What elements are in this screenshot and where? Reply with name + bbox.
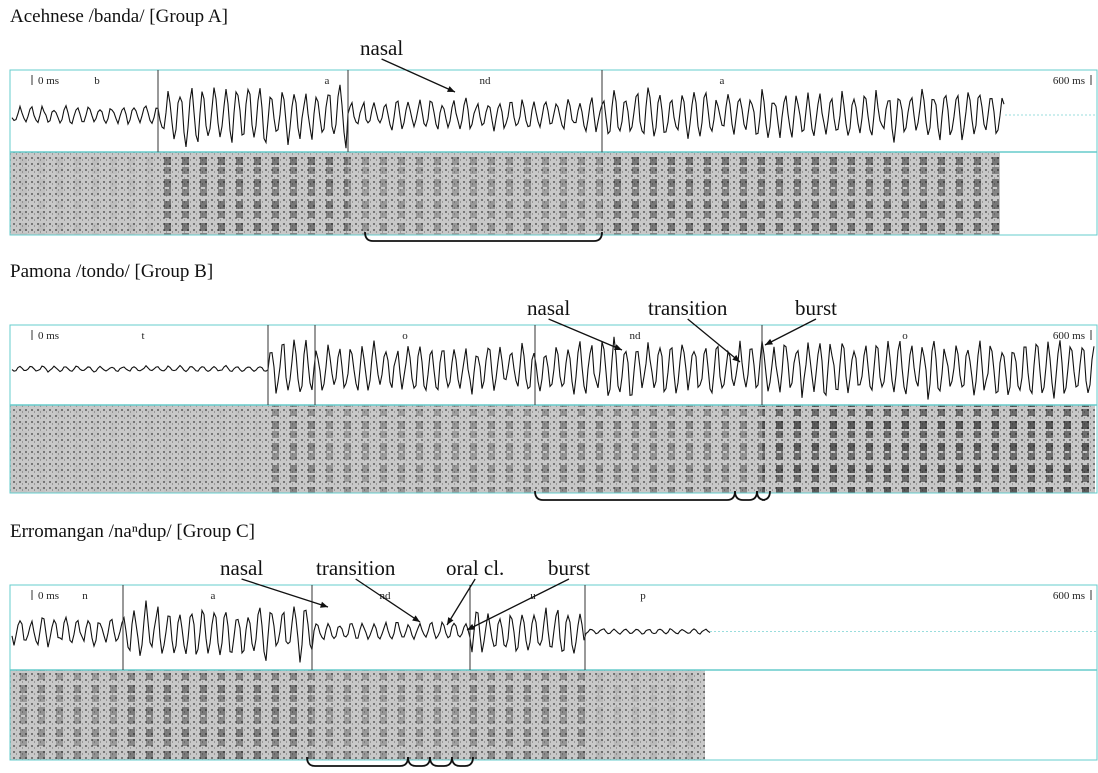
annotation: burst — [795, 296, 837, 320]
spectrogram-energy — [158, 152, 348, 235]
spectrogram-energy — [762, 405, 1095, 493]
segment-label: b — [94, 75, 100, 87]
annotation-arrow — [765, 319, 816, 345]
spectrogram-energy — [10, 405, 268, 493]
annotation: nasal — [360, 36, 403, 60]
panel: 0 ms 600 ms t o nd o nasal transition burst — [10, 296, 1097, 500]
spectrogram-energy — [585, 670, 705, 760]
panel-title: Erromangan /naⁿdup/ [Group C] — [10, 521, 255, 542]
spectrogram-energy — [10, 152, 158, 235]
time-start: 0 ms — [38, 75, 59, 87]
annotation-arrow — [549, 319, 622, 350]
annotation: transition — [316, 556, 396, 580]
spectrogram-energy — [123, 670, 312, 760]
segment-label: a — [325, 75, 330, 87]
annotation: transition — [648, 296, 728, 320]
annotation-arrow — [242, 579, 328, 607]
segment-label: a — [720, 75, 725, 87]
time-end: 600 ms — [1053, 75, 1085, 87]
time-end: 600 ms — [1053, 590, 1085, 602]
spectrogram-energy — [312, 670, 470, 760]
time-end: 600 ms — [1053, 330, 1085, 342]
spectrogram-energy — [602, 152, 1000, 235]
segment-label: n — [82, 590, 88, 602]
segment-label: o — [902, 330, 908, 342]
segment-label: nd — [480, 75, 492, 87]
annotation: burst — [548, 556, 590, 580]
segment-label: o — [402, 330, 408, 342]
spectrogram-energy — [470, 670, 585, 760]
waveform — [12, 601, 710, 663]
segment-label: p — [640, 590, 646, 602]
annotation: oral cl. — [446, 556, 504, 580]
figure: Acehnese /banda/ [Group A] 0 ms 600 ms b a nd… — [0, 0, 1098, 773]
waveform — [12, 85, 1004, 148]
annotation: nasal — [220, 556, 263, 580]
arrow-head — [320, 602, 328, 608]
arrow-head — [447, 617, 454, 625]
arrow-head — [412, 615, 420, 622]
waveform — [12, 337, 1094, 400]
time-start: 0 ms — [38, 330, 59, 342]
spectrogram-energy — [315, 405, 535, 493]
spectrogram-energy — [348, 152, 602, 235]
time-start: 0 ms — [38, 590, 59, 602]
segment-label: t — [141, 330, 144, 342]
spectrogram-energy — [268, 405, 315, 493]
segment-label: nd — [630, 330, 642, 342]
annotation-arrow — [382, 59, 455, 92]
spectrogram-energy — [535, 405, 762, 493]
panel: 0 ms 600 ms b a nd a nasal — [10, 36, 1097, 241]
segment-label: a — [211, 590, 216, 602]
annotation-arrow — [467, 579, 569, 630]
annotation-arrow — [447, 579, 475, 625]
panel-title: Acehnese /banda/ [Group A] — [10, 6, 228, 27]
spectrogram-energy — [10, 670, 123, 760]
annotation: nasal — [527, 296, 570, 320]
panel-title: Pamona /tondo/ [Group B] — [10, 261, 213, 282]
